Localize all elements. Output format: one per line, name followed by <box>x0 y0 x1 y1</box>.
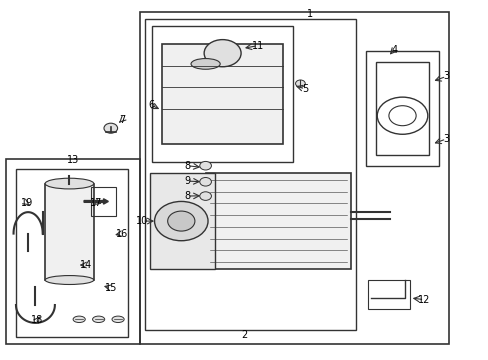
Text: 7: 7 <box>119 115 125 125</box>
Ellipse shape <box>112 316 124 323</box>
Text: 14: 14 <box>80 260 92 270</box>
Circle shape <box>104 123 117 133</box>
Bar <box>144 19 356 330</box>
Bar <box>375 62 428 155</box>
Ellipse shape <box>45 275 94 284</box>
Text: 8: 8 <box>183 191 190 201</box>
Text: 15: 15 <box>104 283 117 293</box>
Circle shape <box>167 211 195 231</box>
Text: 13: 13 <box>67 156 80 165</box>
Text: 9: 9 <box>183 176 190 186</box>
Text: 3: 3 <box>442 134 448 144</box>
Text: 19: 19 <box>20 198 33 208</box>
Text: 1: 1 <box>306 9 312 19</box>
Circle shape <box>203 40 241 67</box>
Circle shape <box>200 177 211 186</box>
Bar <box>16 169 127 337</box>
Text: 5: 5 <box>302 84 308 94</box>
Text: 11: 11 <box>251 41 263 51</box>
Circle shape <box>154 202 207 241</box>
Bar <box>205 173 351 269</box>
Text: 8: 8 <box>183 161 190 171</box>
Text: 16: 16 <box>116 229 128 239</box>
Text: 4: 4 <box>390 45 397 55</box>
Circle shape <box>295 80 305 87</box>
Text: 12: 12 <box>417 295 430 305</box>
Bar <box>45 184 94 280</box>
Text: 10: 10 <box>136 216 148 226</box>
Bar <box>149 173 215 269</box>
Circle shape <box>200 161 211 170</box>
Text: 2: 2 <box>241 330 247 341</box>
Bar <box>162 44 283 144</box>
Bar <box>366 51 438 166</box>
Bar <box>368 280 409 309</box>
Bar <box>6 158 140 344</box>
Text: 3: 3 <box>442 71 448 81</box>
Text: 6: 6 <box>148 100 154 110</box>
Bar <box>91 187 116 216</box>
Ellipse shape <box>73 316 85 323</box>
Bar <box>140 12 448 344</box>
Ellipse shape <box>92 316 104 323</box>
Ellipse shape <box>191 59 220 69</box>
Text: 17: 17 <box>90 198 102 208</box>
FancyArrow shape <box>84 199 108 204</box>
Bar <box>152 26 292 162</box>
Text: 18: 18 <box>31 315 43 325</box>
Ellipse shape <box>45 178 94 189</box>
Circle shape <box>200 192 211 201</box>
